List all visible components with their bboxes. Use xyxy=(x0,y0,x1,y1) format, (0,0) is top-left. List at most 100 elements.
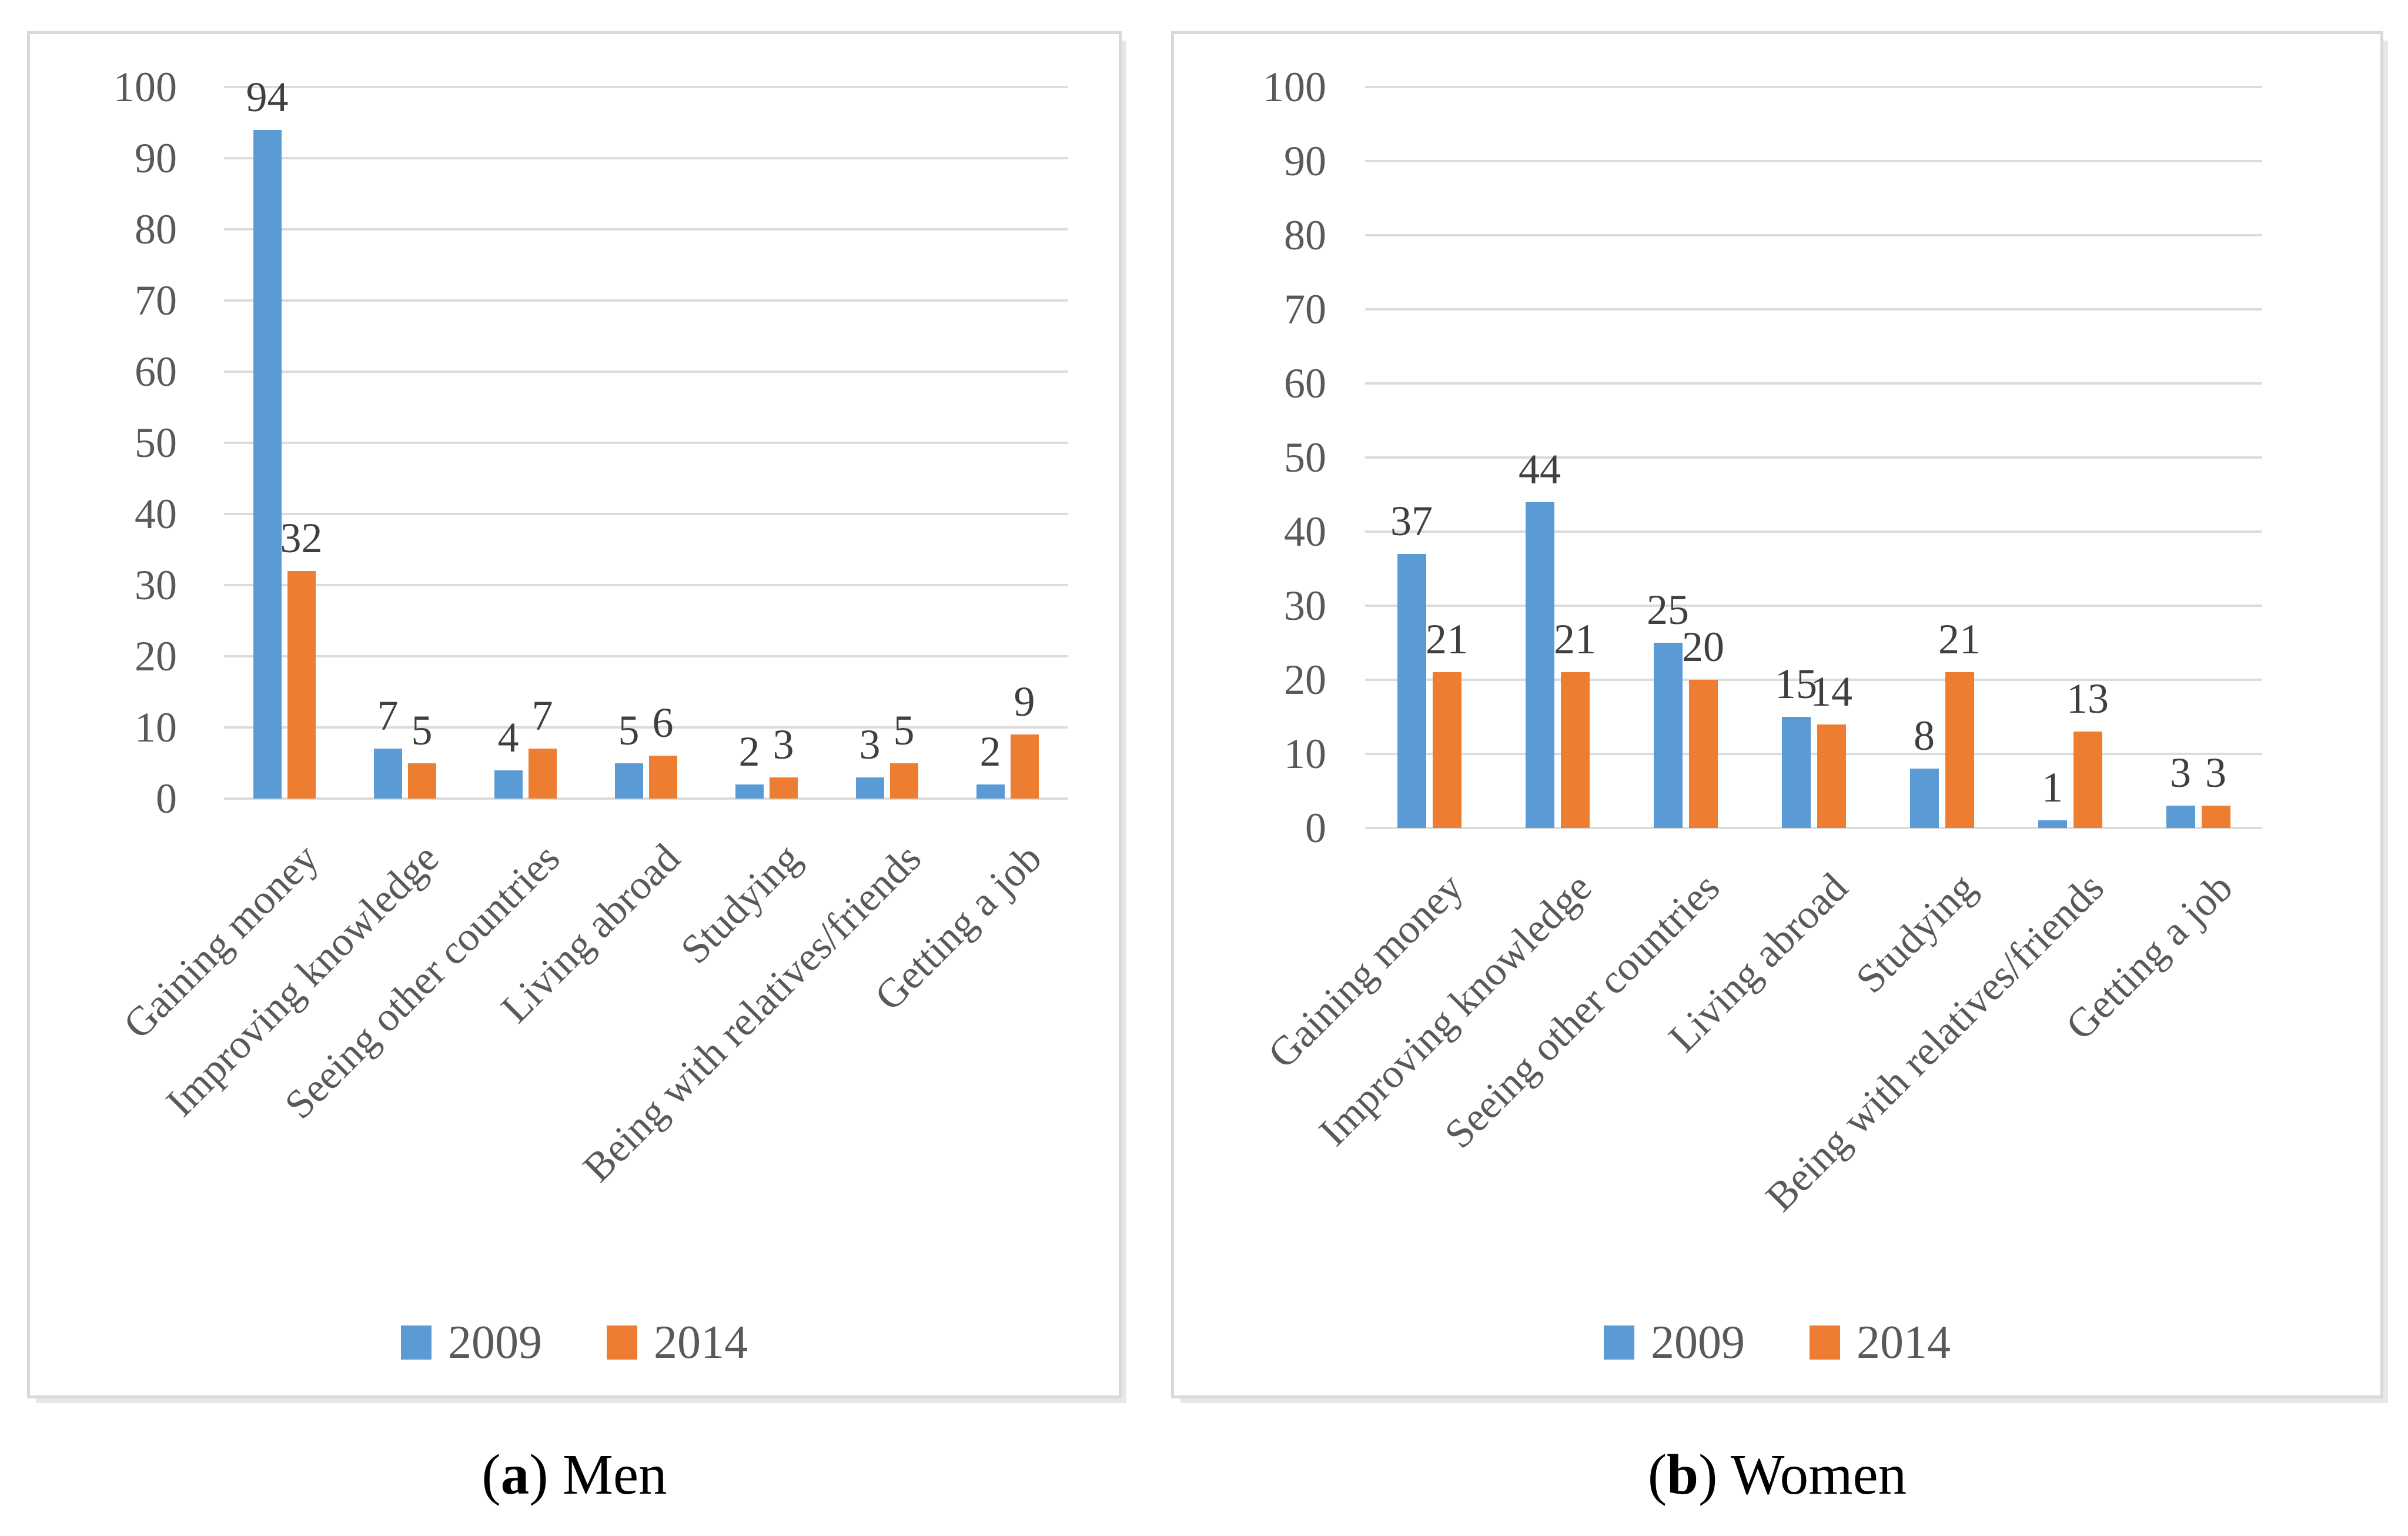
y-tick-20: 20 xyxy=(135,633,177,680)
legend-swatch-2014 xyxy=(607,1325,637,1360)
value-label-2014-gaining-money: 21 xyxy=(1426,616,1468,663)
value-label-2009-getting-a-job: 3 xyxy=(2170,749,2191,797)
bar-2009-studying xyxy=(735,784,764,799)
bar-2009-living-abroad xyxy=(614,763,643,799)
caption-women: (b) Women xyxy=(1171,1440,2383,1522)
value-label-2009-living-abroad: 5 xyxy=(618,706,640,754)
legend-item-2014: 2014 xyxy=(1810,1316,1951,1369)
bar-2009-improving-knowledge xyxy=(373,749,402,799)
bar-2014-studying xyxy=(1945,672,1974,828)
value-label-2014-being-with-relatives-friends: 13 xyxy=(2066,675,2109,723)
y-tick-80: 80 xyxy=(135,206,177,253)
value-label-2009-being-with-relatives-friends: 1 xyxy=(2042,764,2063,812)
bar-2014-seeing-other-countries xyxy=(528,749,557,799)
caption-text: Men xyxy=(562,1443,667,1506)
women-legend: 2009 2014 xyxy=(1174,1316,2380,1369)
bar-2014-being-with-relatives-friends xyxy=(889,763,918,799)
y-tick-30: 30 xyxy=(1284,582,1326,629)
gridline-80 xyxy=(1365,234,2262,236)
gridline-90 xyxy=(224,157,1068,159)
legend-label-2014: 2014 xyxy=(1857,1317,1951,1368)
value-label-2009-gaining-money: 94 xyxy=(246,73,289,121)
gridline-30 xyxy=(224,584,1068,586)
bar-2009-studying xyxy=(1909,769,1939,828)
y-tick-60: 60 xyxy=(1284,360,1326,407)
value-label-2009-studying: 2 xyxy=(738,727,760,775)
gridline-20 xyxy=(1365,679,2262,681)
legend-item-2014: 2014 xyxy=(607,1316,748,1369)
caption-text: Women xyxy=(1730,1443,1907,1506)
bar-2009-improving-knowledge xyxy=(1525,502,1554,828)
gridline-90 xyxy=(1365,160,2262,162)
caption-paren-close: ) xyxy=(529,1443,563,1506)
bar-2009-getting-a-job xyxy=(976,784,1005,799)
caption-letter: b xyxy=(1667,1443,1699,1506)
y-tick-0: 0 xyxy=(1305,804,1326,852)
caption-paren-open: ( xyxy=(1647,1443,1667,1506)
value-label-2014-improving-knowledge: 5 xyxy=(411,706,433,754)
value-label-2009-living-abroad: 15 xyxy=(1775,660,1817,707)
caption-paren-open: ( xyxy=(481,1443,501,1506)
bar-2014-living-abroad xyxy=(648,756,677,799)
bar-2014-living-abroad xyxy=(1817,724,1846,828)
gridline-10 xyxy=(1365,753,2262,755)
legend-label-2009: 2009 xyxy=(448,1317,542,1368)
y-tick-30: 30 xyxy=(135,562,177,609)
y-tick-80: 80 xyxy=(1284,212,1326,259)
y-tick-60: 60 xyxy=(135,348,177,395)
gridline-20 xyxy=(224,655,1068,657)
bar-2009-living-abroad xyxy=(1781,717,1811,828)
y-tick-10: 10 xyxy=(1284,730,1326,777)
gridline-30 xyxy=(1365,605,2262,607)
value-label-2014-living-abroad: 6 xyxy=(652,699,674,747)
legend-item-2009: 2009 xyxy=(401,1316,542,1369)
bar-2014-being-with-relatives-friends xyxy=(2073,732,2102,828)
bar-2014-improving-knowledge xyxy=(1560,672,1590,828)
value-label-2009-improving-knowledge: 7 xyxy=(377,692,399,740)
legend-swatch-2009 xyxy=(401,1325,432,1360)
gridline-80 xyxy=(224,228,1068,231)
y-tick-90: 90 xyxy=(135,135,177,182)
gridline-0 xyxy=(1365,827,2262,829)
bar-2009-seeing-other-countries xyxy=(494,770,523,799)
y-tick-40: 40 xyxy=(135,490,177,537)
bar-2009-seeing-other-countries xyxy=(1653,643,1683,828)
women-plot-area: 0 10 20 30 40 50 60 70 80 90 100 37 44 25 15 8 1 3 21 21 20 1… xyxy=(1174,34,2380,1395)
bar-2014-seeing-other-countries xyxy=(1688,680,1718,828)
gridline-40 xyxy=(1365,530,2262,533)
legend-label-2009: 2009 xyxy=(1651,1317,1745,1368)
bar-2014-improving-knowledge xyxy=(407,763,436,799)
y-tick-100: 100 xyxy=(113,64,177,111)
y-tick-50: 50 xyxy=(135,419,177,466)
caption-paren-close: ) xyxy=(1698,1443,1731,1506)
bar-2009-getting-a-job xyxy=(2166,806,2195,828)
value-label-2009-studying: 8 xyxy=(1914,712,1935,760)
gridline-10 xyxy=(224,726,1068,729)
men-plot-area: 0 10 20 30 40 50 60 70 80 90 100 94 7 4 5 2 3 2 32 5 7 6 3 5 9 Ga… xyxy=(30,34,1119,1395)
gridline-40 xyxy=(224,513,1068,515)
value-label-2009-getting-a-job: 2 xyxy=(979,727,1001,775)
legend-swatch-2014 xyxy=(1810,1325,1840,1360)
value-label-2014-getting-a-job: 3 xyxy=(2205,749,2226,797)
value-label-2014-improving-knowledge: 21 xyxy=(1554,616,1596,663)
gridline-60 xyxy=(224,370,1068,373)
legend-swatch-2009 xyxy=(1604,1325,1634,1360)
gridline-50 xyxy=(224,442,1068,444)
legend-item-2009: 2009 xyxy=(1604,1316,1745,1369)
y-tick-90: 90 xyxy=(1284,138,1326,185)
gridline-60 xyxy=(1365,382,2262,385)
bar-2009-being-with-relatives-friends xyxy=(2038,820,2067,828)
bar-2009-gaining-money xyxy=(253,129,282,799)
value-label-2009-improving-knowledge: 44 xyxy=(1519,445,1561,493)
bar-2014-getting-a-job xyxy=(1010,734,1039,799)
value-label-2009-being-with-relatives-friends: 3 xyxy=(859,720,881,768)
legend-label-2014: 2014 xyxy=(654,1317,748,1368)
gridline-50 xyxy=(1365,456,2262,459)
men-legend: 2009 2014 xyxy=(30,1316,1119,1369)
value-label-2014-seeing-other-countries: 7 xyxy=(531,692,553,740)
value-label-2014-living-abroad: 14 xyxy=(1810,667,1852,715)
value-label-2009-gaining-money: 37 xyxy=(1390,497,1433,545)
gridline-100 xyxy=(1365,86,2262,88)
gridline-100 xyxy=(224,86,1068,88)
